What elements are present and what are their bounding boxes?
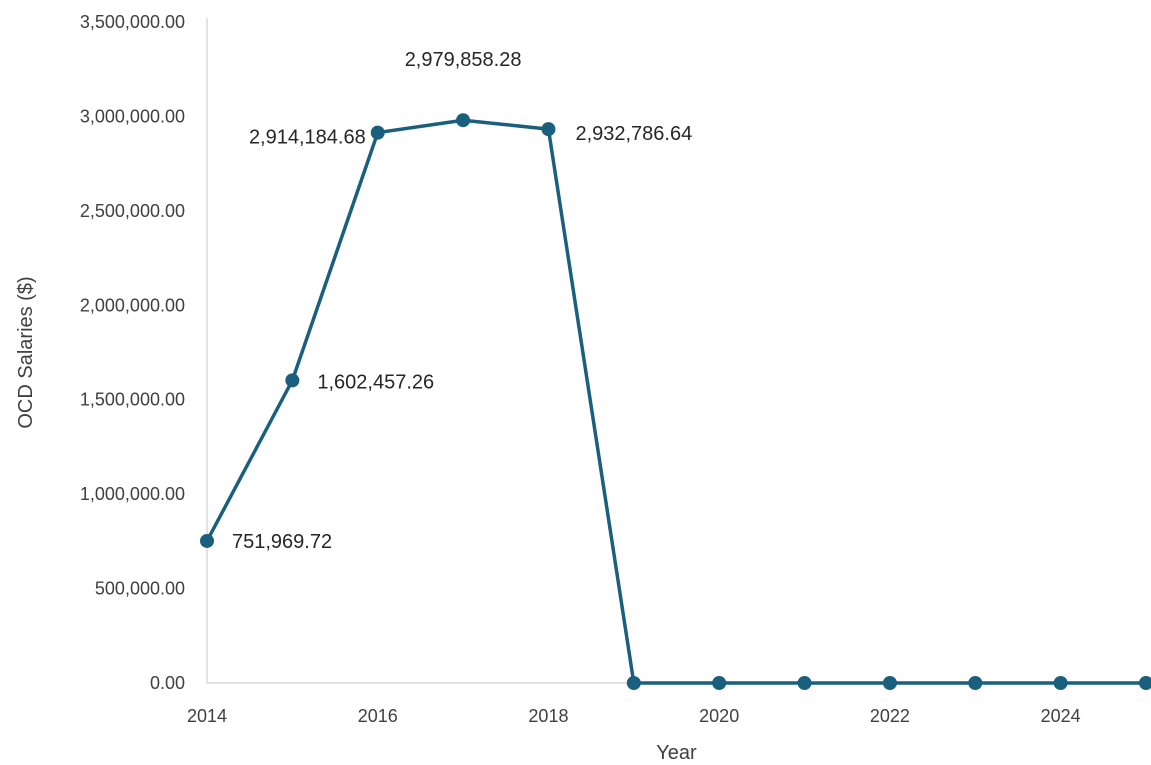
data-point <box>1053 676 1068 690</box>
series-layer <box>200 113 1151 690</box>
series-line <box>205 118 1146 685</box>
x-axis-ticks: 2014 2016 2018 2020 2022 2024 <box>187 706 1081 726</box>
x-tick-label: 2024 <box>1041 706 1081 726</box>
data-point <box>285 373 300 388</box>
data-point <box>456 113 471 128</box>
y-axis-ticks: 0.00 500,000.00 1,000,000.00 1,500,000.00 2,… <box>80 12 185 693</box>
data-label: 2,932,786.64 <box>575 123 692 145</box>
data-point <box>797 676 812 690</box>
data-point <box>882 676 897 690</box>
data-label: 751,969.72 <box>232 531 332 553</box>
x-tick-label: 2016 <box>358 706 398 726</box>
data-point <box>370 125 385 140</box>
y-tick-label: 2,500,000.00 <box>80 201 185 221</box>
y-tick-label: 2,000,000.00 <box>80 295 185 315</box>
x-axis-title: Year <box>656 742 697 764</box>
data-label: 2,914,184.68 <box>249 127 366 149</box>
y-axis-title: OCD Salaries ($) <box>15 276 37 428</box>
data-point <box>626 676 641 690</box>
x-tick-label: 2020 <box>699 706 739 726</box>
data-point <box>1139 676 1151 690</box>
data-point <box>200 533 214 548</box>
y-tick-label: 1,500,000.00 <box>80 390 185 410</box>
y-tick-label: 500,000.00 <box>95 579 185 599</box>
data-point <box>541 122 556 137</box>
x-tick-label: 2022 <box>870 706 910 726</box>
data-label: 2,979,858.28 <box>405 49 522 71</box>
x-tick-label: 2014 <box>187 706 227 726</box>
x-tick-label: 2018 <box>528 706 568 726</box>
data-point <box>968 676 983 690</box>
y-tick-label: 0.00 <box>150 673 185 693</box>
data-label: 1,602,457.26 <box>317 371 434 393</box>
y-tick-label: 3,500,000.00 <box>80 12 185 32</box>
y-tick-label: 3,000,000.00 <box>80 106 185 126</box>
data-point <box>712 676 727 690</box>
data-labels: 751,969.72 1,602,457.26 2,914,184.68 2,979,… <box>232 49 692 553</box>
y-tick-label: 1,000,000.00 <box>80 484 185 504</box>
